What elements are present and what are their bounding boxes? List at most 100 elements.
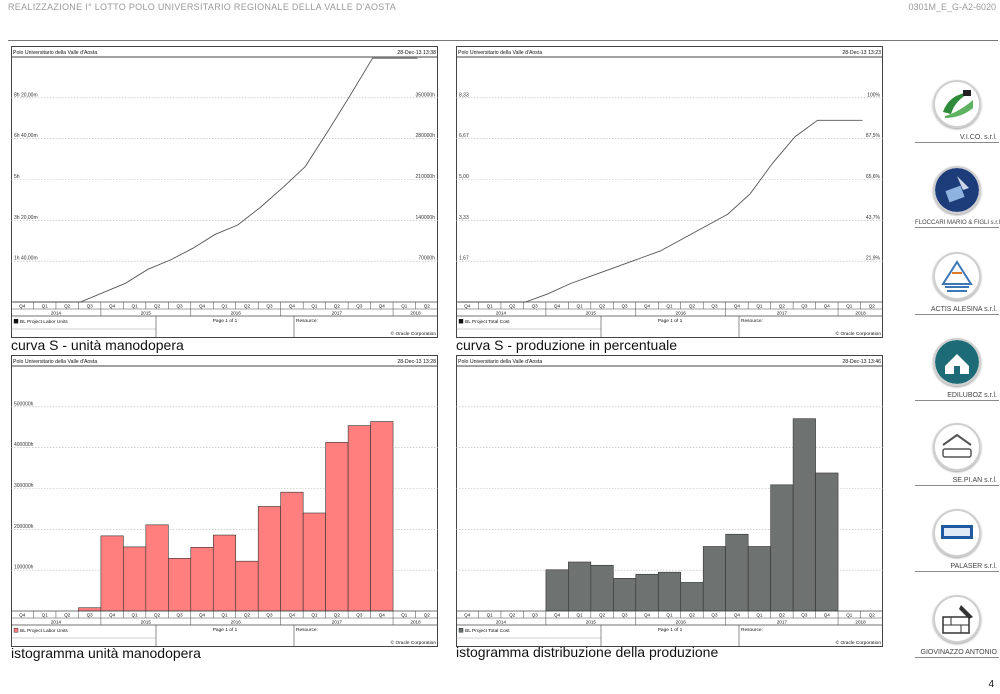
x-tick-label: Q3 [87,303,94,308]
chart-title: Polo Universitario della Valle d'Aosta [458,359,542,365]
year-label: 2018 [855,619,866,624]
x-tick-label: Q4 [644,303,651,308]
x-tick-label: Q1 [401,303,408,308]
y2-tick-label: 70000h [418,256,435,262]
bar [370,421,394,612]
palaser-logo-icon [933,509,981,557]
x-tick-label: Q1 [132,612,139,617]
x-tick-label: Q2 [599,303,606,308]
x-tick-label: Q3 [711,612,718,617]
year-label: 2016 [231,619,242,624]
company-vico: V.I.CO. s.r.l. [915,80,999,143]
bar [257,506,281,612]
x-tick-label: Q3 [532,612,539,617]
x-tick-label: Q4 [379,612,386,617]
x-tick-label: Q3 [356,612,363,617]
year-label: 2017 [332,619,343,624]
y2-tick-label: 140000h [416,215,436,221]
year-label: 2018 [410,619,421,624]
x-tick-label: Q4 [734,303,741,308]
y-tick-label: 1h 40,00m [14,256,38,262]
x-tick-label: Q2 [689,612,696,617]
page-info: Page 1 of 1 [213,318,238,324]
y2-tick-label: 21,9% [866,256,881,262]
company-floccari: FLOCCARI MARIO & FIGLI s.r.l. [915,166,1000,228]
bar [635,573,659,612]
year-label: 2015 [141,619,152,624]
y-tick-label: 3,33 [459,215,469,221]
x-tick-label: Q1 [221,612,228,617]
x-tick-label: Q2 [244,612,251,617]
company-ediluboz: EDILUBOZ s.r.l. [915,338,999,401]
chart-panel-histogram-production: Polo Universitario della Valle d'Aosta 28… [456,355,883,647]
floccari-logo-icon [933,166,981,214]
x-tick-label: Q1 [487,303,494,308]
x-tick-label: Q1 [311,303,318,308]
y2-tick-label: 210000h [416,174,436,180]
legend-swatch [458,319,464,324]
x-tick-label: Q1 [846,303,853,308]
x-tick-label: Q2 [334,303,341,308]
series-line [13,57,418,303]
bar [680,582,704,612]
company-name: ACTIS ALESINA s.r.l. [915,306,999,315]
x-tick-label: Q4 [109,612,116,617]
actis-logo-icon [933,252,981,300]
x-tick-label: Q4 [199,303,206,308]
bar [212,534,237,612]
x-tick-label: Q3 [621,303,628,308]
bar [792,418,816,612]
year-label: 2016 [676,310,687,315]
x-tick-label: Q3 [266,612,273,617]
x-tick-label: Q1 [846,612,853,617]
bar [302,512,326,612]
x-tick-label: Q2 [334,612,341,617]
x-tick-label: Q4 [379,303,386,308]
caption-curve-production: curva S - produzione in percentuale [456,337,678,353]
x-tick-label: Q3 [176,612,183,617]
y2-tick-label: 100% [867,92,880,98]
chart-timestamp: 28-Dec-13 13:46 [842,359,881,365]
x-tick-label: Q4 [464,612,471,617]
bar [702,546,726,612]
year-label: 2018 [855,310,866,315]
y2-tick-label: 280000h [416,133,436,139]
x-tick-label: Q4 [734,612,741,617]
x-tick-label: Q3 [711,303,718,308]
page-number: 4 [988,679,994,690]
x-tick-label: Q2 [869,612,876,617]
y-tick-label: 5,00 [459,174,469,180]
company-name: PALASER s.r.l. [915,563,999,572]
x-tick-label: Q2 [424,612,431,617]
x-tick-label: Q4 [289,303,296,308]
x-tick-label: Q2 [154,303,161,308]
y-tick-label: 100000h [14,565,34,571]
bar [78,607,102,612]
x-tick-label: Q2 [599,612,606,617]
legend-swatch [13,319,19,324]
x-tick-label: Q4 [464,303,471,308]
x-tick-label: Q4 [19,612,26,617]
chart-timestamp: 28-Dec-13 13:38 [397,50,436,56]
chart-frame [456,46,883,338]
bar [100,535,124,612]
x-tick-label: Q3 [621,612,628,617]
sepian-logo-icon [933,423,981,471]
chart-timestamp: 28-Dec-13 13:28 [397,359,436,365]
histogram-production-chart: Polo Universitario della Valle d'Aosta 28… [456,355,883,647]
copyright: © Oracle Corporation [836,330,882,337]
chart-panel-curve-production: Polo Universitario della Valle d'Aosta 28… [456,46,883,338]
x-tick-label: Q1 [577,303,584,308]
bar [568,561,592,612]
year-label: 2014 [496,310,507,315]
resource-label: Resource: [296,627,318,633]
year-label: 2015 [586,619,597,624]
x-tick-label: Q1 [401,612,408,617]
bar [347,425,371,612]
x-tick-label: Q1 [666,612,673,617]
year-label: 2016 [676,619,687,624]
year-label: 2017 [777,619,788,624]
bar [747,546,771,612]
x-tick-label: Q1 [221,303,228,308]
x-tick-label: Q3 [176,303,183,308]
